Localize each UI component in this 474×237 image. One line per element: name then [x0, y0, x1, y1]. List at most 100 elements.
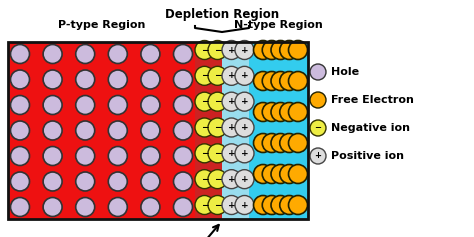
Text: +: + — [228, 71, 235, 80]
Circle shape — [208, 92, 227, 111]
Circle shape — [262, 72, 281, 91]
Text: N-type Region: N-type Region — [234, 20, 323, 30]
Text: −: − — [214, 149, 221, 158]
Circle shape — [222, 170, 241, 189]
Circle shape — [280, 164, 299, 183]
Text: +: + — [228, 149, 235, 158]
Circle shape — [280, 72, 299, 91]
Circle shape — [108, 121, 128, 140]
Circle shape — [280, 196, 299, 214]
Circle shape — [76, 121, 95, 140]
Circle shape — [310, 120, 326, 136]
Circle shape — [43, 96, 62, 114]
Circle shape — [10, 45, 29, 64]
Circle shape — [235, 118, 254, 137]
Text: +: + — [241, 46, 248, 55]
Circle shape — [254, 133, 273, 152]
Text: +: + — [241, 71, 248, 80]
Text: −: − — [315, 123, 321, 132]
Circle shape — [222, 196, 241, 214]
Circle shape — [222, 41, 241, 59]
Circle shape — [10, 146, 29, 165]
Text: −: − — [214, 97, 221, 106]
Circle shape — [141, 172, 160, 191]
Text: −: − — [201, 201, 208, 210]
Circle shape — [271, 72, 290, 91]
Circle shape — [289, 133, 308, 152]
Circle shape — [208, 144, 227, 163]
Circle shape — [289, 164, 308, 183]
Circle shape — [108, 197, 128, 217]
Circle shape — [43, 172, 62, 191]
Circle shape — [195, 66, 214, 85]
Circle shape — [43, 146, 62, 165]
Circle shape — [235, 144, 254, 163]
Circle shape — [235, 41, 254, 59]
Circle shape — [208, 170, 227, 189]
Bar — [8, 42, 195, 219]
Circle shape — [76, 172, 95, 191]
Circle shape — [235, 170, 254, 189]
Text: −: − — [201, 149, 208, 158]
Circle shape — [262, 102, 281, 122]
Circle shape — [222, 118, 241, 137]
Circle shape — [108, 172, 128, 191]
Text: −: − — [201, 46, 208, 55]
Circle shape — [76, 197, 95, 217]
Circle shape — [208, 118, 227, 137]
Circle shape — [43, 70, 62, 89]
Circle shape — [141, 96, 160, 114]
Text: −: − — [214, 201, 221, 210]
Text: −: − — [214, 46, 221, 55]
Text: −: − — [201, 123, 208, 132]
Text: P-type Region: P-type Region — [58, 20, 145, 30]
Circle shape — [108, 96, 128, 114]
Circle shape — [254, 196, 273, 214]
Text: +: + — [241, 201, 248, 210]
Circle shape — [141, 45, 160, 64]
Circle shape — [262, 164, 281, 183]
Circle shape — [10, 70, 29, 89]
Circle shape — [173, 172, 192, 191]
Circle shape — [173, 70, 192, 89]
Circle shape — [222, 92, 241, 111]
Text: Free Electron: Free Electron — [331, 95, 414, 105]
Circle shape — [262, 41, 281, 59]
Circle shape — [254, 41, 273, 59]
Bar — [249, 42, 308, 219]
Circle shape — [262, 133, 281, 152]
Circle shape — [235, 66, 254, 85]
Circle shape — [195, 41, 214, 59]
Text: Depletion Region: Depletion Region — [165, 8, 279, 21]
Text: +: + — [241, 97, 248, 106]
Circle shape — [310, 64, 326, 80]
Circle shape — [195, 196, 214, 214]
Text: +: + — [228, 175, 235, 184]
Text: −: − — [214, 175, 221, 184]
Circle shape — [10, 96, 29, 114]
Circle shape — [141, 197, 160, 217]
Circle shape — [289, 102, 308, 122]
Circle shape — [10, 121, 29, 140]
Text: −: − — [214, 71, 221, 80]
Circle shape — [10, 197, 29, 217]
Text: Hole: Hole — [331, 67, 359, 77]
Text: −: − — [201, 71, 208, 80]
Circle shape — [43, 121, 62, 140]
Circle shape — [43, 197, 62, 217]
Circle shape — [108, 146, 128, 165]
Circle shape — [76, 70, 95, 89]
Circle shape — [173, 146, 192, 165]
Bar — [222, 42, 249, 219]
Circle shape — [208, 66, 227, 85]
Circle shape — [271, 102, 290, 122]
Circle shape — [271, 196, 290, 214]
Circle shape — [254, 164, 273, 183]
Text: −: − — [201, 175, 208, 184]
Circle shape — [108, 45, 128, 64]
Circle shape — [262, 196, 281, 214]
Circle shape — [10, 172, 29, 191]
Text: +: + — [241, 123, 248, 132]
Circle shape — [222, 144, 241, 163]
Text: +: + — [241, 175, 248, 184]
